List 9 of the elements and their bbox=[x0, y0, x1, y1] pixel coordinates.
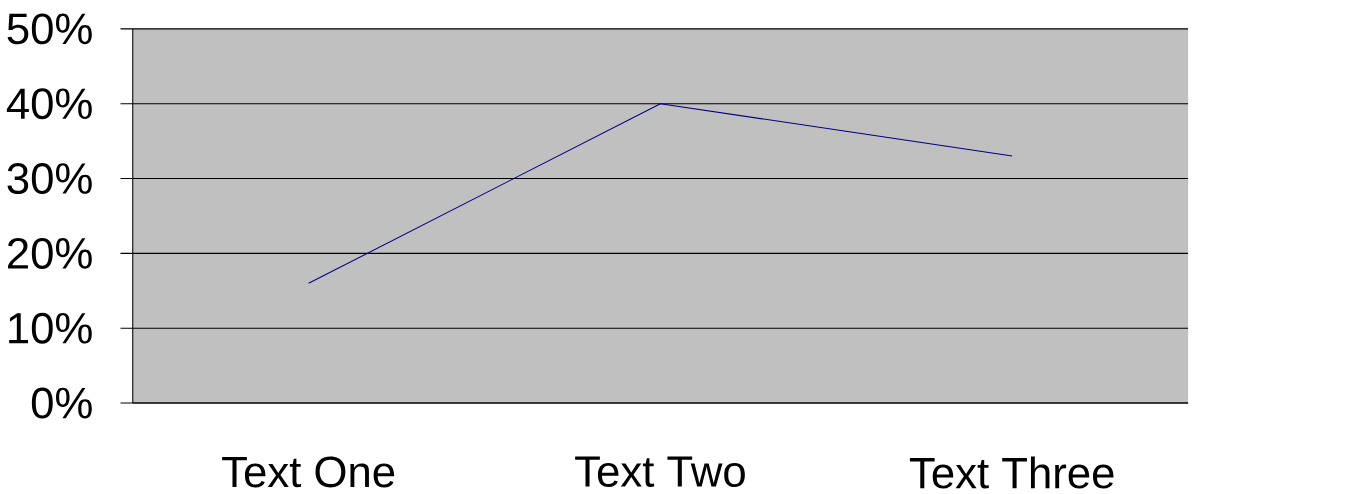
y-tick-label: 20% bbox=[8, 237, 92, 269]
y-tick-label: 30% bbox=[7, 162, 92, 194]
y-tick-label: 0% bbox=[31, 387, 92, 419]
y-tick-label: 40% bbox=[6, 88, 92, 119]
x-tick-label: Text One bbox=[222, 456, 395, 488]
y-tick-label: 50% bbox=[7, 13, 92, 45]
x-tick-label: Text Three bbox=[909, 456, 1114, 489]
x-tick-label: Text Two bbox=[575, 456, 745, 487]
y-tick-label: 10% bbox=[9, 312, 92, 344]
